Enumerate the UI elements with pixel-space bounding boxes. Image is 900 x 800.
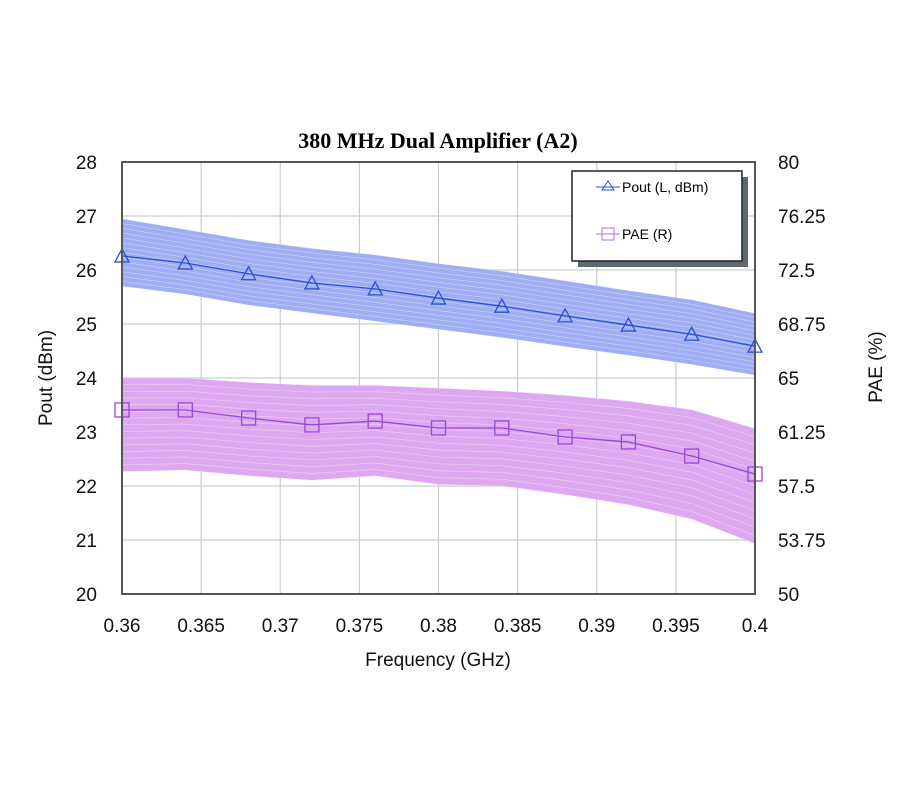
sample-trace	[122, 377, 756, 429]
y2-tick-label: 53.75	[778, 531, 826, 552]
x-tick-label: 0.37	[262, 616, 299, 637]
sample-trace	[121, 237, 756, 332]
data-point-pae	[430, 420, 447, 436]
series-line-0	[121, 255, 756, 347]
x-tick-label: 0.4	[742, 616, 769, 637]
sample-trace	[121, 469, 756, 544]
sample-trace	[121, 252, 756, 345]
y2-tick-label: 50	[778, 585, 799, 606]
data-point-pae	[304, 417, 320, 433]
y-tick-label: 25	[76, 315, 97, 336]
sample-trace	[121, 384, 756, 437]
data-point-pae	[177, 402, 193, 418]
chart-title: 380 MHz Dual Amplifier (A2)	[298, 128, 577, 153]
data-point-pae	[367, 413, 383, 429]
sample-trace	[121, 276, 756, 367]
data-point-pout	[367, 280, 384, 296]
data-point-pout	[430, 289, 447, 305]
y-axis-left-label: Pout (dBm)	[36, 330, 57, 426]
x-axis-label: Frequency (GHz)	[365, 650, 511, 671]
sample-trace	[121, 242, 756, 336]
sample-trace	[121, 281, 756, 372]
y-axis-right-label: PAE (%)	[866, 331, 887, 402]
series-line-1	[122, 409, 756, 475]
data-point-pout	[683, 325, 700, 341]
legend-item-pout: Pout (L, dBm)	[596, 179, 708, 195]
legend-label-pae: PAE (R)	[622, 226, 672, 242]
sample-trace	[121, 285, 756, 376]
sample-trace	[121, 266, 756, 358]
data-point-pout	[303, 274, 320, 290]
sample-trace	[121, 218, 756, 314]
data-bands	[121, 218, 756, 544]
x-axis-ticks: 0.36 0.365 0.37 0.375 0.38 0.385 0.39 0.395 0.4	[104, 616, 769, 637]
band-1	[122, 378, 755, 544]
sample-trace	[121, 450, 756, 520]
y-tick-label: 26	[76, 261, 97, 282]
data-point-pout	[493, 297, 510, 313]
y-tick-label: 23	[76, 423, 97, 444]
data-point-pout	[177, 254, 194, 270]
data-point-pout	[620, 316, 637, 332]
y2-tick-label: 68.75	[778, 315, 826, 336]
x-tick-label: 0.385	[494, 616, 542, 637]
y-axis-left-ticks: 20 21 22 23 24 25 26 27 28	[76, 153, 98, 606]
sample-trace	[121, 228, 756, 323]
plot-frame	[121, 161, 756, 595]
y2-tick-label: 76.25	[778, 207, 826, 228]
sample-trace	[121, 404, 756, 462]
y2-tick-label: 61.25	[778, 423, 826, 444]
sample-trace	[121, 417, 756, 479]
data-point-pae	[684, 448, 700, 464]
sample-trace	[121, 261, 756, 354]
y-tick-label: 27	[76, 207, 97, 228]
data-point-pae	[494, 420, 510, 436]
y-tick-label: 24	[76, 369, 98, 390]
legend: Pout (L, dBm) PAE (R)	[571, 170, 748, 267]
data-point-pae	[620, 434, 637, 450]
sample-trace	[121, 271, 756, 363]
legend-item-pae: PAE (R)	[596, 226, 672, 242]
sample-trace	[121, 436, 756, 503]
band-0	[122, 218, 755, 376]
sample-trace	[121, 430, 756, 495]
y-tick-label: 22	[76, 477, 97, 498]
x-tick-label: 0.365	[177, 616, 225, 637]
sample-trace	[121, 397, 756, 454]
sample-trace	[121, 410, 756, 470]
y-tick-label: 28	[76, 153, 97, 174]
x-tick-label: 0.39	[578, 616, 615, 637]
legend-label-pout: Pout (L, dBm)	[622, 179, 708, 195]
data-point-pae	[240, 410, 257, 426]
sample-trace	[121, 443, 756, 511]
sample-trace	[121, 463, 756, 536]
x-tick-label: 0.395	[652, 616, 700, 637]
y2-tick-label: 65	[778, 369, 799, 390]
y2-tick-label: 80	[778, 153, 799, 174]
y2-tick-label: 72.5	[778, 261, 815, 282]
y2-tick-label: 57.5	[778, 477, 815, 498]
sample-trace	[121, 256, 756, 349]
square-marker-icon	[601, 227, 615, 241]
sample-trace	[121, 423, 756, 487]
data-point-pae	[557, 429, 573, 445]
x-tick-label: 0.36	[104, 616, 141, 637]
legend-box	[571, 170, 743, 262]
y-axis-right-ticks: 50 53.75 57.5 61.25 65 68.75 72.5 76.25 80	[778, 153, 826, 606]
sample-trace	[121, 456, 756, 528]
sample-trace	[121, 223, 756, 318]
series-lines	[121, 255, 756, 475]
y-tick-label: 21	[76, 531, 97, 552]
y-tick-label: 20	[76, 585, 97, 606]
sample-trace	[121, 390, 756, 446]
sample-trace	[121, 232, 756, 327]
x-tick-label: 0.375	[336, 616, 384, 637]
data-point-pout	[557, 307, 574, 323]
data-point-pout	[240, 265, 257, 281]
x-tick-label: 0.38	[420, 616, 457, 637]
triangle-marker-icon	[601, 180, 615, 191]
